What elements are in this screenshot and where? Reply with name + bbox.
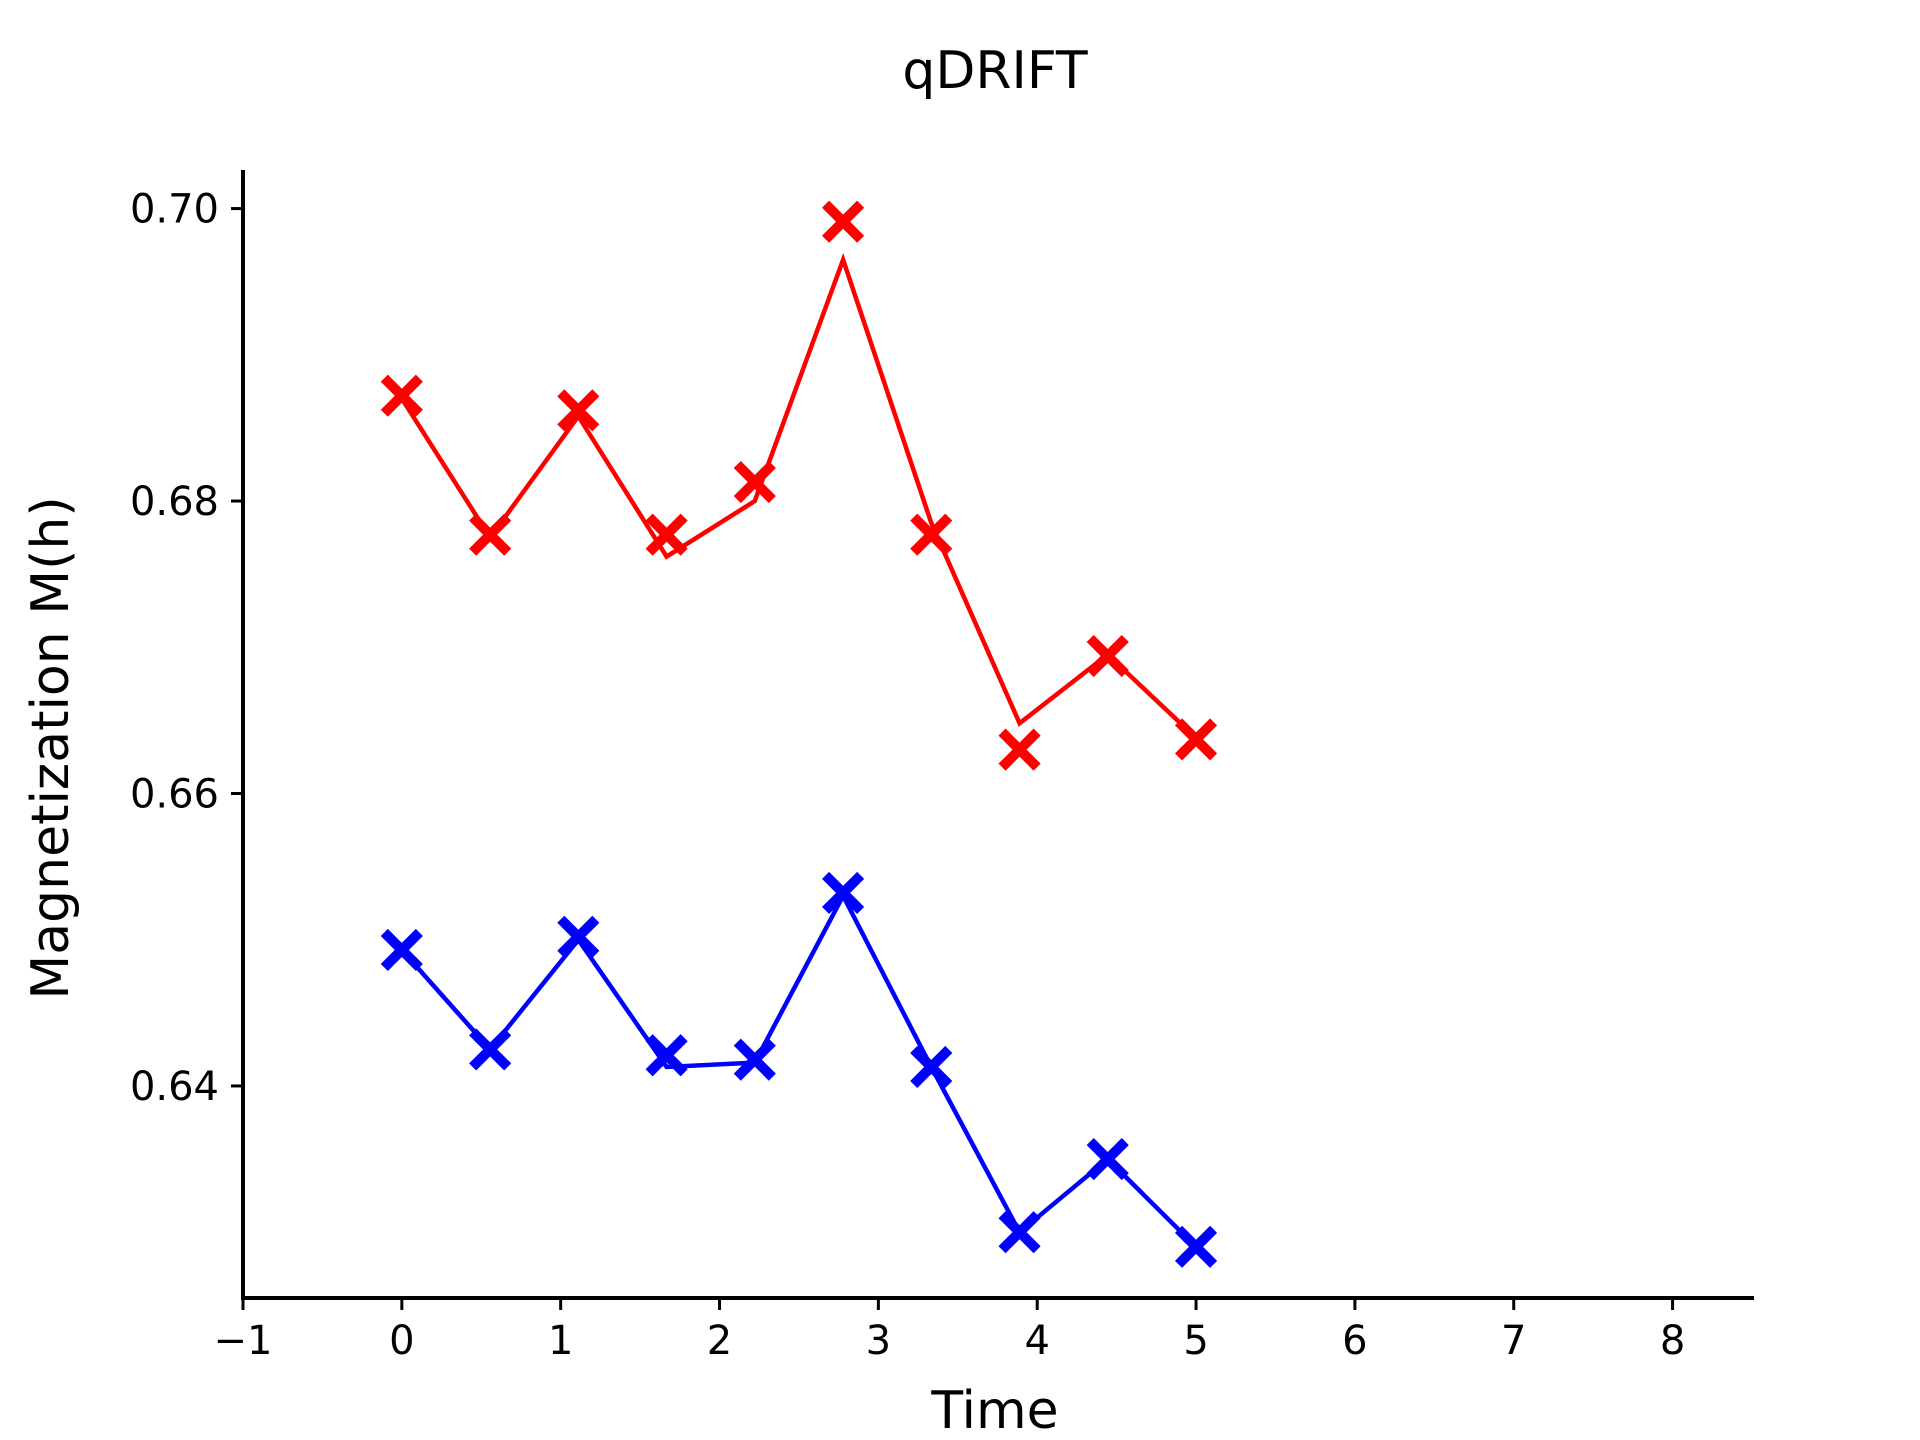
series-1-marker — [910, 513, 953, 556]
x-axis-title: Time — [930, 1381, 1058, 1440]
y-tick-label: 0.64 — [130, 1064, 219, 1110]
marker-stroke — [998, 728, 1041, 771]
marker-stroke — [1174, 718, 1218, 761]
x-tick-label: 1 — [548, 1318, 573, 1364]
series-1-marker — [998, 728, 1041, 771]
marker-stroke — [380, 928, 423, 972]
marker-stroke — [380, 374, 423, 417]
marker-stroke — [1086, 1138, 1129, 1181]
marker-stroke — [469, 1028, 512, 1071]
axes: −1 0 1 2 3 4 5 6 7 8 0.64 0.66 0.68 0.70 — [130, 170, 1754, 1364]
marker-stroke — [557, 915, 600, 958]
marker-stroke — [1086, 634, 1129, 678]
series-1-marker — [557, 389, 600, 432]
marker-stroke — [822, 200, 865, 243]
series-2-marker — [380, 928, 423, 972]
series-1-marker — [469, 513, 512, 556]
series-2-marker — [469, 1028, 512, 1071]
series-1-marker — [645, 513, 688, 556]
marker-stroke — [822, 871, 865, 915]
series-2-marker — [557, 915, 600, 958]
series-2-marker — [910, 1045, 953, 1089]
x-tick-label: 5 — [1183, 1318, 1208, 1364]
y-tick-label: 0.68 — [130, 479, 219, 525]
x-tick-label: 4 — [1024, 1318, 1049, 1364]
marker-stroke — [910, 513, 953, 556]
marker-stroke — [733, 1038, 776, 1081]
marker-stroke — [1174, 1225, 1218, 1268]
marker-stroke — [469, 513, 512, 556]
marker-stroke — [998, 1211, 1041, 1254]
marker-stroke — [733, 460, 776, 504]
marker-stroke — [910, 1045, 953, 1089]
series-2-marker — [1086, 1138, 1129, 1181]
series-2-marker — [822, 871, 865, 915]
marker-stroke — [557, 389, 600, 432]
x-tick-label: 6 — [1342, 1318, 1367, 1364]
chart-title: qDRIFT — [902, 41, 1088, 101]
series-line-2 — [400, 891, 1198, 1249]
series-2-marker — [998, 1211, 1041, 1254]
marker-stroke — [645, 513, 688, 556]
series-1-marker — [380, 374, 423, 417]
series-2-marker — [645, 1034, 688, 1077]
x-tick-label: −1 — [214, 1318, 273, 1364]
series-2-marker — [733, 1038, 776, 1081]
series-line-1 — [399, 252, 1198, 740]
x-tick-label: 2 — [707, 1318, 732, 1364]
series-1-marker — [822, 200, 865, 243]
plot-area — [380, 200, 1218, 1268]
series-1-marker — [1174, 718, 1218, 761]
y-tick-label: 0.66 — [130, 771, 219, 817]
x-tick-label: 3 — [866, 1318, 891, 1364]
y-tick-label: 0.70 — [130, 187, 219, 233]
series-2-marker — [1174, 1225, 1218, 1268]
x-tick-label: 7 — [1501, 1318, 1526, 1364]
series-1-marker — [1086, 634, 1129, 678]
x-tick-label: 0 — [389, 1318, 414, 1364]
series-1-marker — [733, 460, 776, 504]
y-axis-title: Magnetization M(h) — [21, 496, 81, 999]
x-tick-label: 8 — [1660, 1318, 1685, 1364]
marker-stroke — [645, 1034, 688, 1077]
